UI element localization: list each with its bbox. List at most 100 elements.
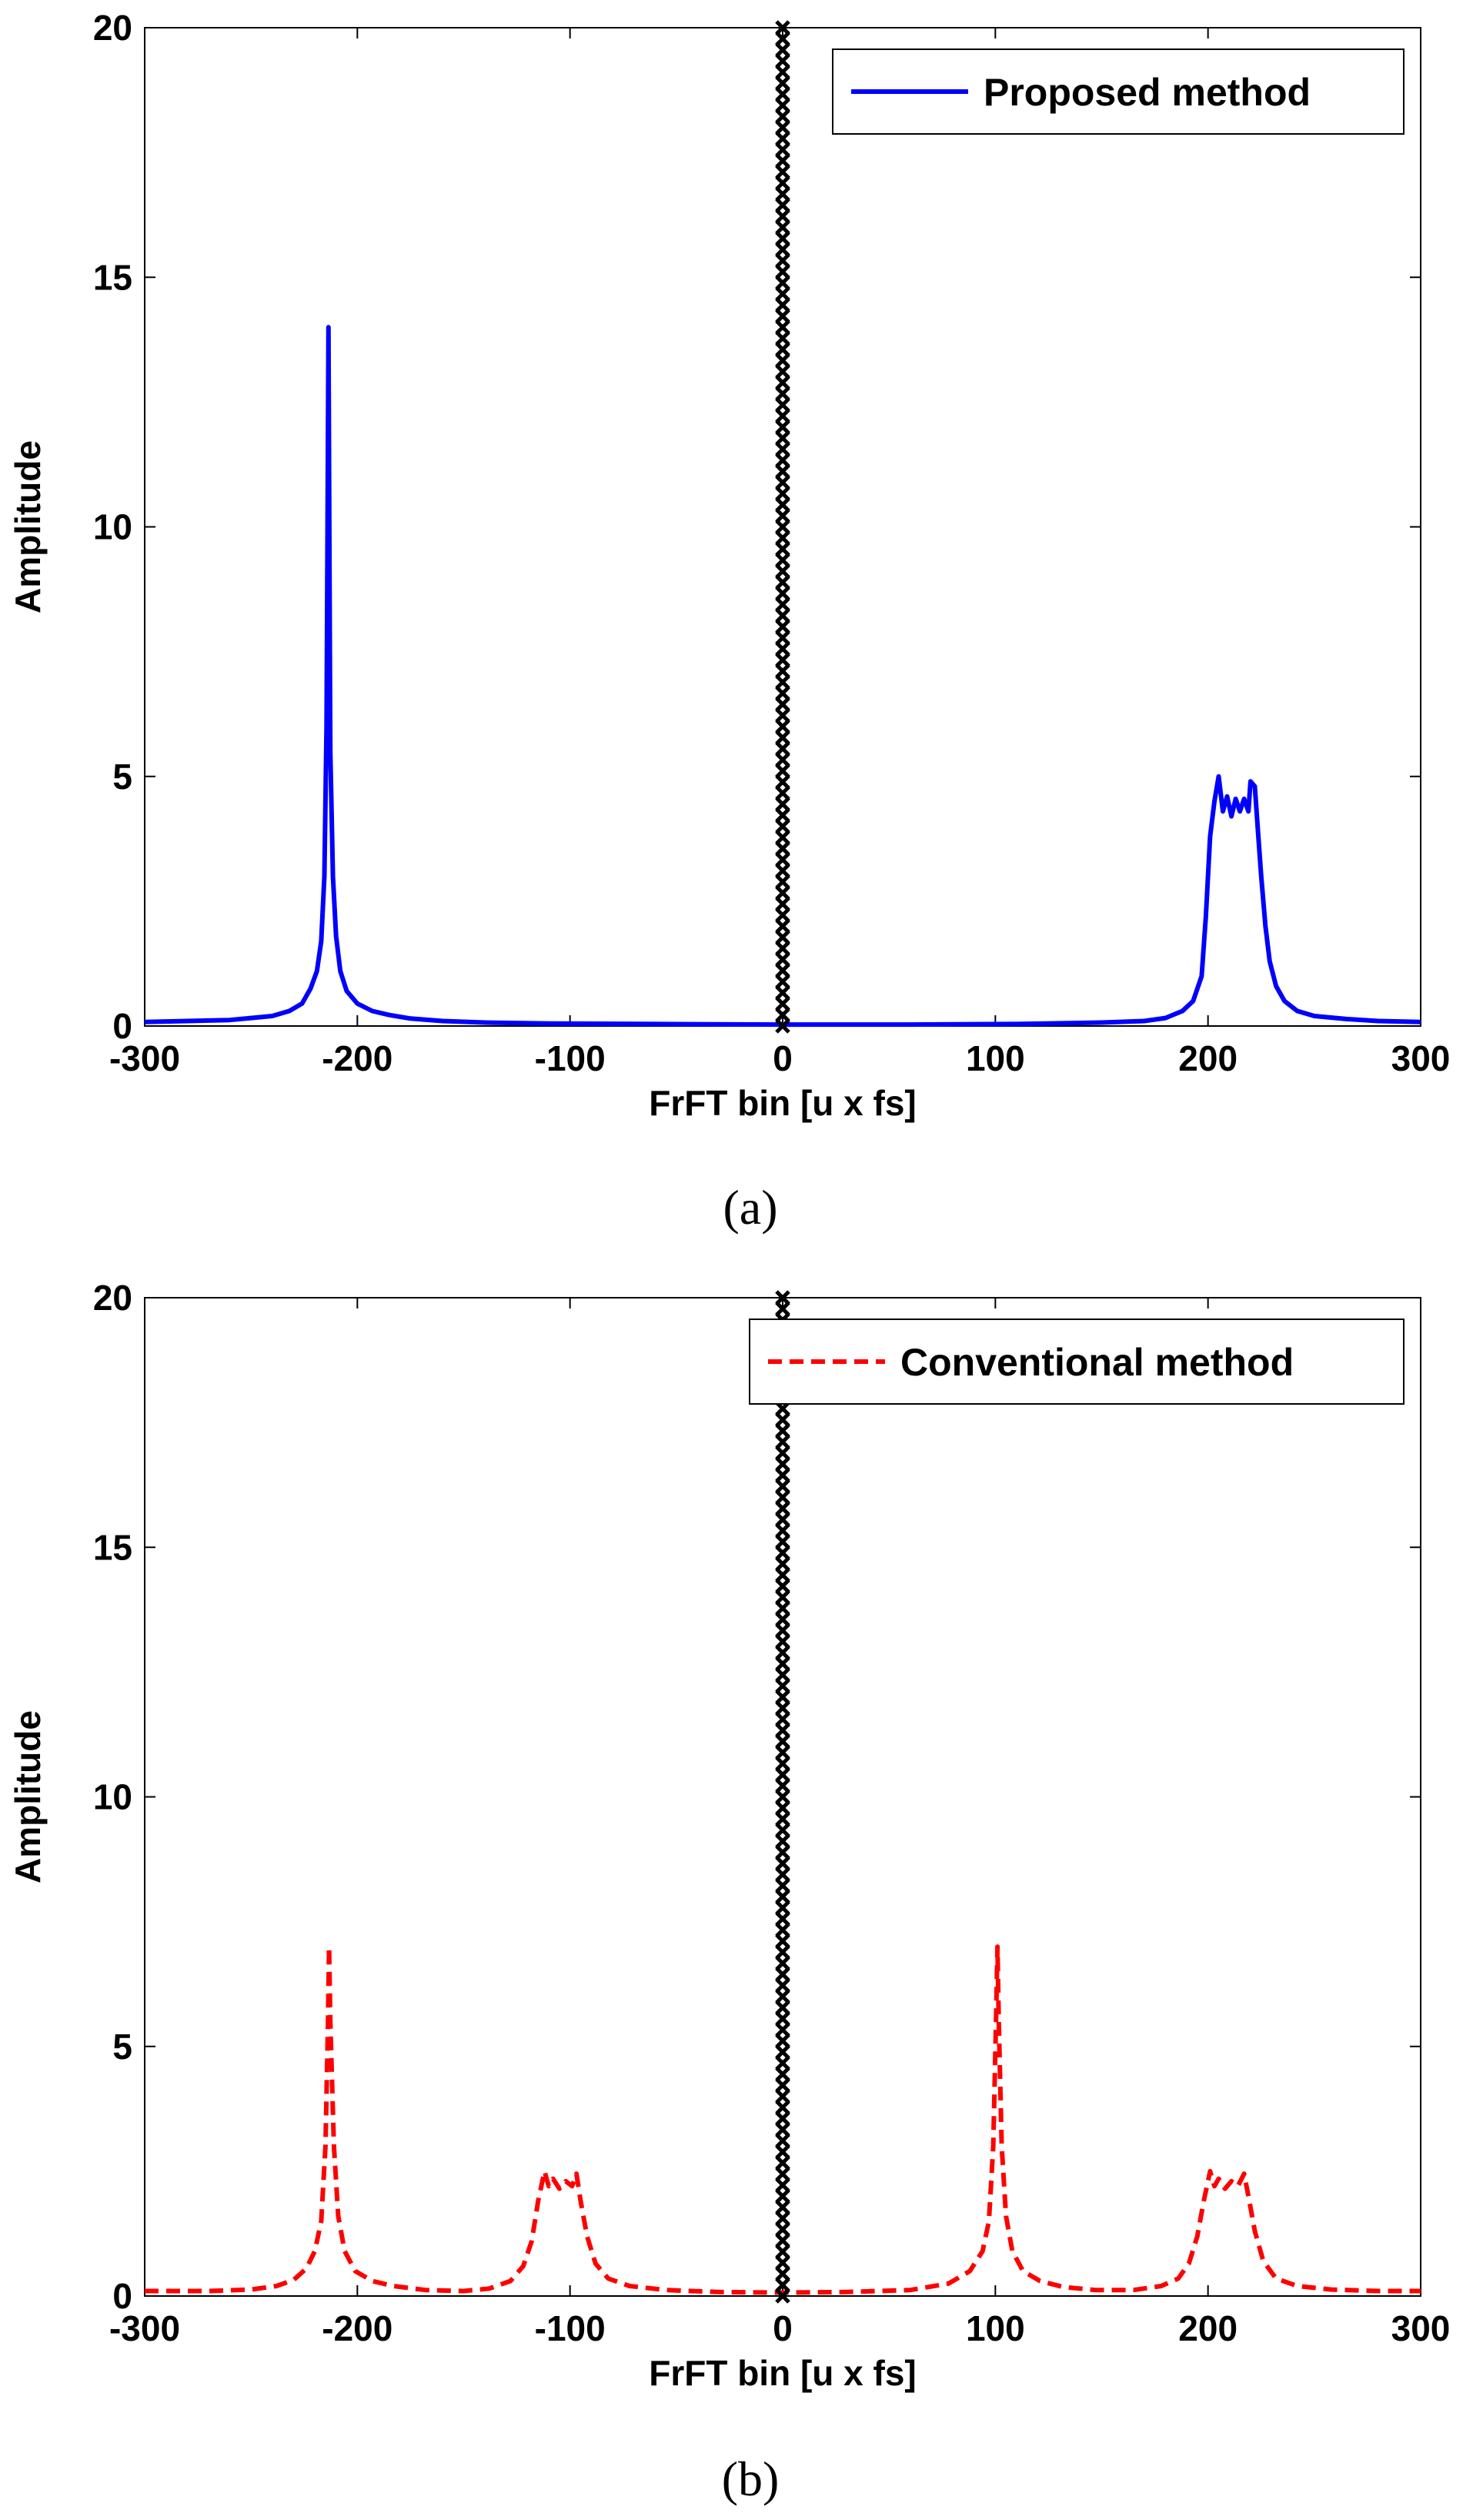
x-marker (775, 486, 790, 502)
x-marker (775, 353, 790, 369)
x-marker (775, 1501, 790, 1516)
x-marker (775, 1445, 790, 1461)
x-marker (775, 552, 790, 568)
x-marker (775, 830, 790, 845)
x-tick-label: -300 (109, 2308, 180, 2348)
x-marker (775, 153, 790, 169)
x-marker (775, 1479, 790, 1494)
x-marker (775, 597, 790, 613)
x-marker (775, 2277, 790, 2293)
x-marker (775, 2010, 790, 2027)
x-marker (775, 75, 790, 91)
x-marker (775, 719, 790, 734)
x-marker (775, 1018, 790, 1034)
x-marker (775, 1800, 790, 1816)
x-marker (775, 86, 790, 102)
x-marker (775, 918, 790, 934)
x-marker (775, 1545, 790, 1561)
x-marker (775, 1656, 790, 1672)
x-marker (775, 2022, 790, 2037)
x-marker (775, 1911, 790, 1927)
x-tick-label: 200 (1178, 2308, 1238, 2348)
x-marker (775, 740, 790, 757)
x-marker (775, 31, 790, 47)
x-marker (775, 1556, 790, 1572)
x-tick-label: -300 (109, 1038, 180, 1078)
x-marker (775, 563, 790, 579)
chart-a: -300 -200 -100 0 100 200 300 0 5 10 15 20 FrFT bin [… (8, 8, 1450, 1235)
x-marker (775, 863, 790, 879)
legend-label: Conventional method (900, 1341, 1294, 1384)
x-tick-label: -200 (322, 2308, 392, 2348)
x-marker (775, 929, 790, 945)
x-marker (775, 963, 790, 978)
x-marker (775, 1745, 790, 1760)
x-marker (775, 119, 790, 135)
x-marker (775, 1456, 790, 1472)
x-marker (775, 496, 790, 513)
x-tick-label: 100 (966, 2308, 1025, 2348)
x-marker (775, 2288, 790, 2304)
x-marker (775, 663, 790, 679)
x-marker (775, 1600, 790, 1616)
x-marker (775, 1878, 790, 1893)
y-tick-label: 20 (93, 1278, 132, 1318)
y-tick-label: 0 (112, 1006, 132, 1046)
x-marker (775, 641, 790, 657)
x-marker (775, 896, 790, 912)
x-marker (775, 530, 790, 546)
x-marker (775, 1989, 790, 2004)
center-marker-series (775, 20, 790, 1034)
figure-caption: (b) (722, 2451, 780, 2506)
x-marker (775, 53, 790, 69)
figure-caption: (a) (723, 1180, 777, 1235)
x-marker (775, 1844, 790, 1860)
chart-b: -300 -200 -100 0 100 200 300 0 5 10 15 20 FrFT bin [… (8, 1278, 1450, 2506)
x-marker (775, 419, 790, 435)
x-tick-label: 100 (966, 1038, 1025, 1078)
x-tick-label: 0 (773, 1038, 793, 1078)
x-marker (775, 2166, 790, 2182)
x-marker (775, 752, 790, 767)
x-marker (775, 1567, 790, 1583)
x-marker (775, 985, 790, 1001)
x-marker (775, 1700, 790, 1716)
x-marker (775, 818, 790, 834)
x-marker (775, 42, 790, 58)
x-marker (775, 2221, 790, 2238)
x-marker (775, 1534, 790, 1549)
x-marker (775, 1977, 790, 1994)
x-marker (775, 386, 790, 402)
x-marker (775, 1667, 790, 1683)
x-marker (775, 142, 790, 158)
x-marker (775, 197, 790, 213)
x-tick-label: 300 (1391, 1038, 1451, 1078)
x-marker (775, 109, 790, 125)
x-marker (775, 1944, 790, 1960)
x-marker (775, 1711, 790, 1727)
x-marker (775, 1756, 790, 1772)
series-line-conventional-method (145, 1944, 1421, 2295)
x-marker (775, 2055, 790, 2071)
x-marker (775, 1623, 790, 1639)
x-marker (775, 2199, 790, 2215)
x-marker (775, 1723, 790, 1738)
x-marker (775, 519, 790, 535)
x-marker (775, 586, 790, 601)
x-marker (775, 319, 790, 335)
x-marker (775, 2033, 790, 2049)
x-marker (775, 974, 790, 990)
x-marker (775, 852, 790, 867)
x-marker (775, 430, 790, 446)
x-marker (775, 1822, 790, 1838)
x-marker (775, 1678, 790, 1694)
x-marker (775, 2266, 790, 2281)
x-marker (775, 397, 790, 413)
x-marker (775, 1589, 790, 1605)
x-marker (775, 2088, 790, 2104)
x-marker (775, 885, 790, 901)
x-marker (775, 1811, 790, 1827)
x-marker (775, 1612, 790, 1627)
x-marker (775, 619, 790, 634)
